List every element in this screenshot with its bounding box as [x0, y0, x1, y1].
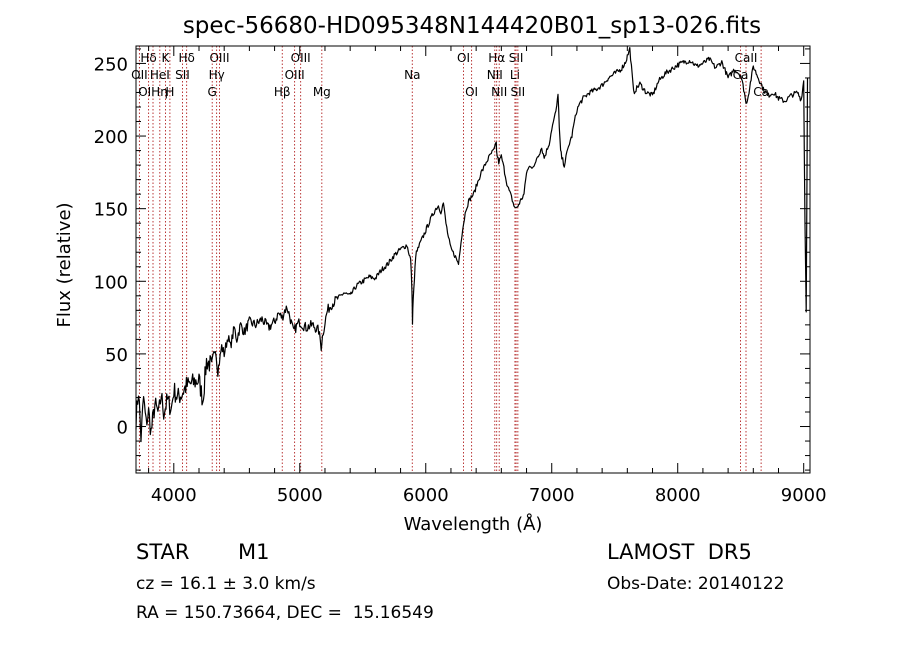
x-tick-label: 5000 [277, 485, 323, 506]
line-marker-label: K [162, 51, 171, 65]
line-marker-label: H [165, 85, 174, 99]
x-tick-label: 8000 [655, 485, 701, 506]
x-tick-label: 9000 [781, 485, 827, 506]
line-marker-label: Na [404, 68, 420, 82]
y-tick-label: 0 [117, 418, 128, 439]
line-marker-label: OI [457, 51, 470, 65]
observation-date: Obs-Date: 20140122 [607, 574, 785, 594]
line-marker-label: NII [487, 68, 503, 82]
line-marker-label: HeI [150, 68, 170, 82]
axes: 4000 5000 6000 7000 8000 9000 0 50 100 150 200 250 [94, 46, 827, 506]
line-marker-label: Li [510, 68, 520, 82]
line-marker-label: Hβ [274, 85, 291, 99]
line-marker-label: G [208, 85, 217, 99]
line-marker-label: Hγ [209, 68, 225, 82]
x-tick-label: 6000 [403, 485, 449, 506]
line-marker-label: SII [509, 51, 524, 65]
line-marker-label: Hα [488, 51, 505, 65]
line-marker-label: NII [491, 85, 507, 99]
coordinates: RA = 150.73664, DEC = 15.16549 [136, 603, 434, 623]
y-tick-label: 250 [94, 54, 128, 75]
line-marker-label: OII [131, 68, 148, 82]
x-axis-title: Wavelength (Å) [404, 513, 543, 535]
x-tick-label: 7000 [529, 485, 575, 506]
line-marker-label: SII [510, 85, 525, 99]
line-marker-label: Ca [733, 68, 749, 82]
plot-frame [135, 45, 811, 474]
line-marker-label: Hδ [140, 51, 156, 65]
line-marker-label: Mg [313, 85, 331, 99]
object-class: STAR [136, 540, 190, 564]
object-subclass: M1 [238, 540, 270, 564]
y-tick-label: 100 [94, 272, 128, 293]
spectral-line-markers: Hδ K Hδ OIII OIII OI Hα SII CaII OII HeI SII Hγ OIII N… [131, 46, 769, 473]
line-marker-label: Hδ [178, 51, 194, 65]
line-marker-label: OIII [285, 68, 305, 82]
line-marker-label: OIHη [138, 85, 168, 99]
y-tick-label: 50 [105, 345, 128, 366]
line-marker-label: OI [465, 85, 478, 99]
line-marker-label: OIII [291, 51, 311, 65]
x-tick-label: 4000 [151, 485, 197, 506]
chart-title: spec-56680-HD095348N144420B01_sp13-026.f… [183, 13, 761, 39]
y-axis-title: Flux (relative) [54, 202, 75, 327]
line-marker-label: Ca [753, 85, 769, 99]
line-marker-label: OIII [209, 51, 229, 65]
line-marker-label: SII [175, 68, 190, 82]
y-tick-label: 150 [94, 200, 128, 221]
y-tick-label: 200 [94, 127, 128, 148]
line-marker-label: CaII [735, 51, 758, 65]
survey-name: LAMOST DR5 [607, 540, 752, 564]
redshift-value: cz = 16.1 ± 3.0 km/s [136, 574, 316, 594]
spectrum-line [135, 47, 809, 443]
